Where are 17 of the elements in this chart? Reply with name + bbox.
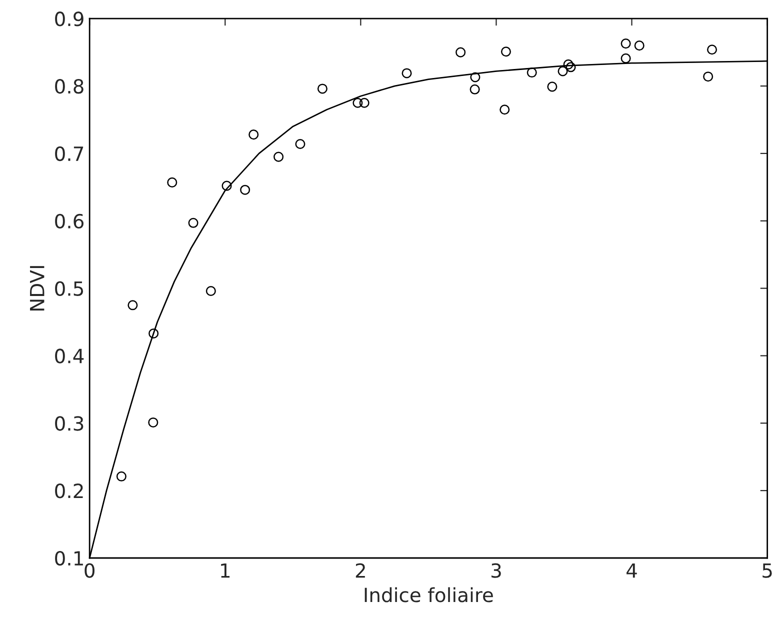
- y-tick-label: 0.6: [55, 214, 84, 229]
- y-tick-label: 0.4: [55, 348, 84, 364]
- y-axis-title: NDVI: [30, 266, 44, 310]
- y-tick-label: 0.5: [55, 281, 84, 296]
- x-tick-label: 0: [84, 563, 94, 578]
- x-tick-label: 4: [626, 563, 637, 578]
- y-tick-label: 0.1: [55, 550, 83, 566]
- x-tick-label: 3: [492, 563, 501, 578]
- y-tick-label: 0.8: [55, 78, 84, 94]
- x-tick-label: 2: [356, 563, 365, 578]
- y-tick-label: 0.9: [55, 12, 84, 26]
- y-tick-label: 0.3: [55, 416, 84, 431]
- x-axis-title: Indice foliaire: [364, 587, 493, 602]
- y-tick-label: 0.2: [55, 484, 83, 498]
- x-tick-label: 5: [762, 563, 772, 578]
- x-tick-label: 1: [221, 563, 230, 578]
- y-tick-label: 0.7: [55, 146, 84, 162]
